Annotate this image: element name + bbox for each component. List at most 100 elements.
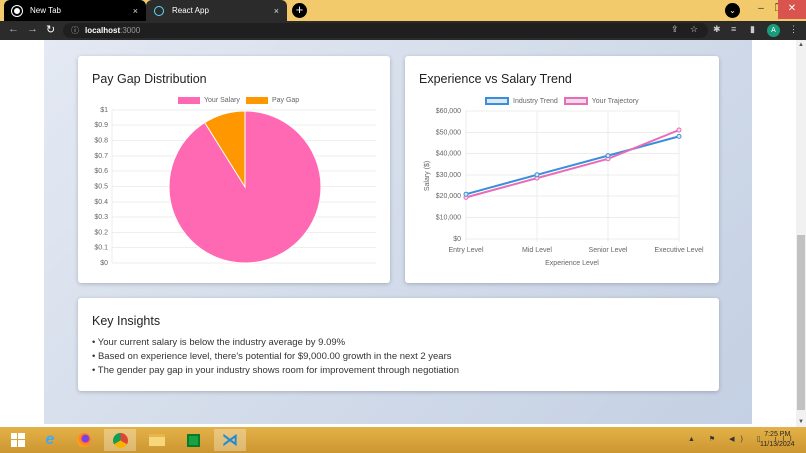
insight-item: • The gender pay gap in your industry sh… (92, 365, 459, 376)
svg-text:$0.9: $0.9 (94, 122, 108, 129)
dashboard-content: Pay Gap Distribution Your Salary Pay Gap… (44, 40, 752, 424)
firefox-icon (77, 433, 91, 447)
clock-time: 7:25 PM (764, 431, 791, 438)
salary-trend-line-chart[interactable]: $60,000 $50,000 $40,000 $30,000 $20,000 … (405, 56, 719, 283)
minimize-button[interactable]: – (758, 3, 764, 14)
legend-swatch-your-salary[interactable] (178, 97, 200, 104)
key-insights-card: Key Insights • Your current salary is be… (78, 298, 719, 391)
vscode-taskbar-button[interactable]: ⋊ (214, 429, 246, 451)
url-host: localhost (85, 26, 121, 35)
svg-text:Executive Level: Executive Level (654, 247, 703, 254)
extensions-icon[interactable]: ✱ (713, 24, 721, 34)
pie-legend: Your Salary Pay Gap (172, 97, 299, 104)
tab-label: New Tab (30, 6, 61, 15)
browser-toolbar: ← → ↻ ⓘ localhost :3000 ⇪ ☆ ✱ ≡ ▮ A ⋮ (0, 21, 806, 40)
address-bar[interactable]: ⓘ localhost :3000 (63, 23, 708, 38)
back-button[interactable]: ← (8, 23, 19, 35)
forward-button[interactable]: → (27, 23, 38, 35)
insights-list: • Your current salary is below the indus… (92, 336, 459, 378)
line-legend: Industry Trend Your Trajectory (479, 97, 639, 105)
legend-label[interactable]: Your Salary (204, 97, 240, 104)
close-tab-icon[interactable]: × (132, 5, 138, 16)
pie-slice-pay-gap (204, 110, 246, 189)
svg-text:$10,000: $10,000 (436, 215, 461, 222)
close-window-button[interactable]: ✕ (778, 0, 806, 19)
close-tab-icon[interactable]: × (273, 5, 279, 16)
tab-new-tab[interactable]: New Tab × (4, 0, 146, 21)
svg-text:$0.8: $0.8 (94, 138, 108, 145)
legend-swatch-pay-gap[interactable] (245, 97, 268, 104)
svg-text:Experience Level: Experience Level (545, 260, 599, 267)
pay-gap-card: Pay Gap Distribution Your Salary Pay Gap… (78, 56, 390, 283)
legend-label[interactable]: Industry Trend (513, 97, 558, 105)
folder-icon (149, 434, 165, 446)
scroll-up-arrow-icon[interactable]: ▲ (798, 42, 804, 48)
media-controls-icon[interactable]: ≡ (731, 24, 737, 34)
chrome-icon (112, 432, 128, 448)
chrome-taskbar-button[interactable] (104, 429, 136, 451)
salary-trend-title: Experience vs Salary Trend (419, 72, 572, 86)
menu-icon[interactable]: ⋮ (789, 24, 798, 34)
svg-text:$30,000: $30,000 (436, 172, 461, 179)
insight-item: • Your current salary is below the indus… (92, 337, 346, 348)
svg-text:$60,000: $60,000 (436, 108, 461, 115)
share-icon[interactable]: ⇪ (671, 24, 679, 34)
industry-trend-line (465, 135, 680, 196)
svg-text:$0.3: $0.3 (94, 214, 108, 221)
scrollbar-thumb[interactable] (797, 235, 805, 410)
side-panel-icon[interactable]: ▮ (750, 24, 755, 34)
svg-text:Senior Level: Senior Level (589, 247, 628, 254)
windows-taskbar: e ⋊ ▲ ⚑ ◀) ▯ ıll 7:25 PM 11/13/2024 (0, 427, 806, 453)
browser-tab-strip: New Tab × React App × + ⌄ – ❐ ✕ (0, 0, 806, 21)
profile-avatar[interactable]: A (767, 24, 780, 37)
svg-text:$0.6: $0.6 (94, 168, 108, 175)
svg-text:$0.4: $0.4 (94, 199, 108, 206)
system-tray-icons[interactable]: ▲ ⚑ ◀) ▯ ıll (688, 436, 798, 443)
salary-trend-card: Experience vs Salary Trend Industry Tren… (405, 56, 719, 283)
svg-text:$0: $0 (453, 236, 461, 243)
insight-item: • Based on experience level, there's pot… (92, 351, 452, 362)
your-trajectory-line (465, 129, 680, 199)
reload-button[interactable]: ↻ (46, 24, 56, 36)
tab-react-app[interactable]: React App × (146, 0, 287, 21)
taskbar-clock[interactable]: 7:25 PM 11/13/2024 (760, 430, 795, 450)
internet-explorer-icon: e (45, 431, 55, 448)
pay-gap-title: Pay Gap Distribution (92, 72, 207, 86)
windows-start-button[interactable] (2, 429, 34, 451)
key-insights-title: Key Insights (92, 314, 161, 328)
legend-label[interactable]: Your Trajectory (591, 97, 639, 105)
pay-gap-pie-chart[interactable]: $1 $0.9 $0.8 $0.7 $0.6 $0.5 $0.4 $0.3 $0… (78, 56, 390, 283)
chrome-icon (12, 5, 22, 16)
react-icon (154, 5, 164, 16)
windows-logo-icon (11, 433, 25, 447)
page-scrollbar[interactable]: ▲ ▼ (796, 40, 806, 427)
page-viewport: Pay Gap Distribution Your Salary Pay Gap… (0, 40, 806, 427)
store-icon (186, 433, 200, 447)
site-info-icon[interactable]: ⓘ (71, 26, 79, 35)
vscode-icon: ⋊ (222, 432, 238, 449)
file-explorer-taskbar-button[interactable] (141, 429, 173, 451)
tab-search-button[interactable]: ⌄ (725, 3, 740, 18)
legend-swatch-your-trajectory[interactable] (563, 97, 588, 105)
svg-text:$0: $0 (100, 260, 108, 267)
svg-text:$0.5: $0.5 (94, 184, 108, 191)
svg-text:Salary ($): Salary ($) (424, 161, 431, 191)
bookmark-star-icon[interactable]: ☆ (690, 24, 699, 34)
svg-text:$0.7: $0.7 (94, 153, 108, 160)
svg-text:Entry Level: Entry Level (448, 247, 483, 254)
clock-date: 11/13/2024 (760, 441, 795, 448)
new-tab-button[interactable]: + (292, 3, 307, 18)
svg-text:$20,000: $20,000 (436, 193, 461, 200)
svg-text:$50,000: $50,000 (436, 130, 461, 137)
scroll-down-arrow-icon[interactable]: ▼ (798, 419, 804, 425)
svg-text:$0.2: $0.2 (94, 230, 108, 237)
legend-label[interactable]: Pay Gap (271, 97, 300, 104)
legend-swatch-industry-trend[interactable] (485, 97, 509, 105)
svg-text:$0.1: $0.1 (94, 245, 108, 252)
firefox-taskbar-button[interactable] (68, 429, 100, 451)
svg-text:$1: $1 (100, 107, 108, 114)
internet-explorer-taskbar-button[interactable]: e (34, 429, 66, 451)
tab-label: React App (172, 6, 209, 15)
store-taskbar-button[interactable] (177, 429, 209, 451)
url-port: :3000 (120, 26, 141, 35)
